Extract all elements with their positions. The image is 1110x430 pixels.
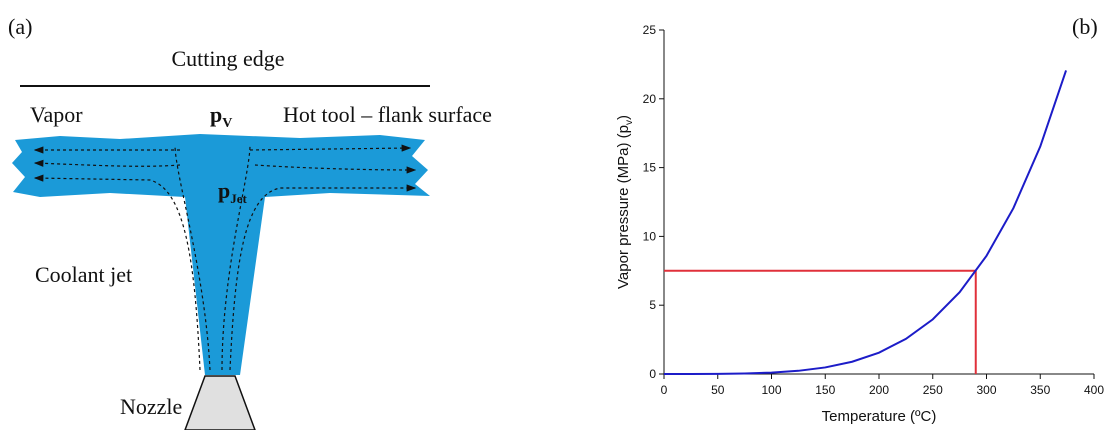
pv-label: pV: [210, 102, 232, 131]
y-tick-label: 5: [649, 298, 656, 312]
y-tick-label: 25: [643, 23, 657, 37]
data-line: [663, 70, 1067, 375]
x-tick-label: 50: [711, 383, 725, 397]
cutting-edge-label: Cutting edge: [171, 46, 284, 71]
x-axis-title: Temperature (ºC): [822, 408, 937, 425]
x-tick-label: 150: [815, 383, 835, 397]
nozzle-label: Nozzle: [120, 394, 182, 419]
nozzle: [184, 375, 256, 430]
x-tick-label: 100: [761, 383, 781, 397]
panel-label: (b): [1072, 14, 1098, 39]
x-tick-label: 250: [923, 383, 943, 397]
hot-tool-label: Hot tool – flank surface: [283, 102, 492, 127]
x-tick-label: 350: [1030, 383, 1050, 397]
coolant-jet: [12, 134, 430, 375]
coolant-jet-label: Coolant jet: [35, 262, 132, 287]
flow-lines: [33, 144, 417, 371]
y-tick-label: 0: [649, 367, 656, 381]
x-tick-label: 0: [661, 383, 668, 397]
vapor-label: Vapor: [30, 102, 83, 127]
pjet-label: pJet: [218, 178, 248, 206]
y-tick-label: 15: [643, 161, 657, 175]
x-tick-label: 400: [1084, 383, 1104, 397]
y-tick-label: 20: [643, 92, 657, 106]
y-tick-label: 10: [643, 229, 657, 243]
x-tick-label: 300: [976, 383, 996, 397]
y-axis-title: Vapor pressure (MPa) (pv): [615, 115, 635, 289]
panel-label: (a): [8, 14, 32, 39]
x-tick-label: 200: [869, 383, 889, 397]
